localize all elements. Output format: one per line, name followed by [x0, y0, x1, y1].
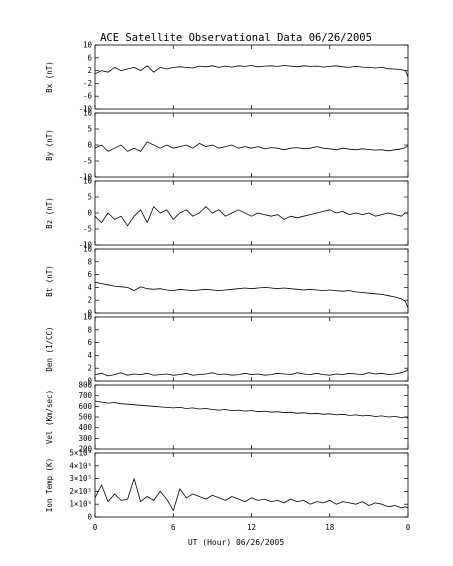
panel-frame [94, 384, 409, 450]
x-tick-label: 6 [171, 523, 176, 532]
y-tick-label: 0 [87, 141, 92, 150]
y-tick-label: 8 [87, 325, 92, 334]
panel-bt: 10 8 6 4 2 0 Bt (nT) [45, 245, 409, 318]
y-tick-label: -10 [78, 105, 92, 114]
y-tick-label: 0 [87, 513, 92, 522]
y-tick-label: 0 [87, 209, 92, 218]
y-tick-label: -5 [83, 157, 92, 166]
x-tick-label: 18 [325, 523, 335, 532]
y-tick-label: 500 [78, 413, 92, 422]
y-tick-label: 6 [87, 338, 92, 347]
y-tick-label: 10 [83, 41, 93, 50]
x-tick-label: 0 [93, 523, 98, 532]
panel-frame [94, 316, 409, 382]
y-tick-label: 5 [87, 125, 92, 134]
panel-frame [94, 44, 409, 110]
series-line [94, 478, 409, 512]
y-tick-label: 10 [83, 313, 93, 322]
y-axis-label: Bz (nT) [45, 197, 54, 229]
x-tick-label: 0 [406, 523, 411, 532]
x-tick-label: 12 [247, 523, 256, 532]
x-tick-labels: 0 6 12 18 0 [93, 523, 411, 532]
y-tick-label: 600 [78, 402, 92, 411]
y-tick-label: 4 [87, 283, 92, 292]
y-tick-label: 10 [83, 109, 93, 118]
panel-frame [94, 112, 409, 178]
y-tick-label: 2 [87, 364, 92, 373]
y-tick-label: 5 [87, 193, 92, 202]
series-line [94, 206, 408, 227]
panels-group: 10 6 2 -2 -6 -10 Bx (nT) 10 5 0 -5 -10 By (nT) 10 5 0 -5… [45, 41, 409, 522]
y-tick-label: 4 [87, 351, 92, 360]
y-tick-label: 800 [78, 381, 92, 390]
y-axis-label: Ion Temp (K) [45, 458, 54, 512]
y-tick-label: -2 [83, 79, 92, 88]
y-tick-label: -5 [83, 225, 92, 234]
series-line [94, 369, 409, 377]
y-tick-label: -10 [78, 173, 92, 182]
y-tick-label: 6 [87, 270, 92, 279]
y-tick-label: 3×10⁵ [69, 474, 92, 483]
y-tick-label: 10 [83, 177, 93, 186]
y-axis-label: Den (1/CC) [45, 326, 54, 371]
y-tick-label: 2 [87, 296, 92, 305]
series-line [94, 65, 409, 78]
y-tick-label: -10 [78, 241, 92, 250]
series-line [94, 141, 409, 152]
panel-temp: 5×10⁵ 4×10⁵ 3×10⁵ 2×10⁵ 1×10⁵ 0 Ion Temp (K) [45, 449, 409, 522]
panel-frame [94, 452, 409, 518]
y-tick-label: 6 [87, 53, 92, 62]
y-tick-label: 2 [87, 66, 92, 75]
chart-title: ACE Satellite Observational Data 06/26/2… [100, 32, 372, 44]
panel-den: 10 8 6 4 2 0 Den (1/CC) [45, 313, 409, 386]
y-tick-label: 1×10⁵ [69, 500, 92, 509]
x-axis-label: UT (Hour) 06/26/2005 [188, 538, 285, 547]
panel-bz: 10 5 0 -5 -10 Bz (nT) [45, 177, 409, 250]
y-tick-label: 4×10⁵ [69, 461, 92, 470]
series-line [94, 281, 409, 309]
y-tick-label: 0 [87, 309, 92, 318]
y-tick-label: 2×10⁵ [69, 487, 92, 496]
y-axis-label: Bx (nT) [45, 61, 54, 93]
y-tick-label: 400 [78, 423, 92, 432]
y-tick-label: 8 [87, 257, 92, 266]
y-tick-label: 700 [78, 391, 92, 400]
y-tick-label: 10 [83, 245, 93, 254]
y-axis-label: Vel (Km/sec) [45, 390, 54, 444]
panel-frame [94, 248, 409, 314]
y-tick-label: -6 [83, 92, 93, 101]
y-axis-label: By (nT) [45, 129, 54, 161]
y-tick-label: 300 [78, 434, 92, 443]
y-tick-label: 0 [87, 377, 92, 386]
panel-bx: 10 6 2 -2 -6 -10 Bx (nT) [45, 41, 409, 114]
y-tick-label: 5×10⁵ [69, 449, 92, 458]
series-line [94, 400, 409, 419]
y-axis-label: Bt (nT) [45, 265, 54, 297]
panel-by: 10 5 0 -5 -10 By (nT) [45, 109, 409, 182]
y-tick-label: 200 [78, 445, 92, 454]
